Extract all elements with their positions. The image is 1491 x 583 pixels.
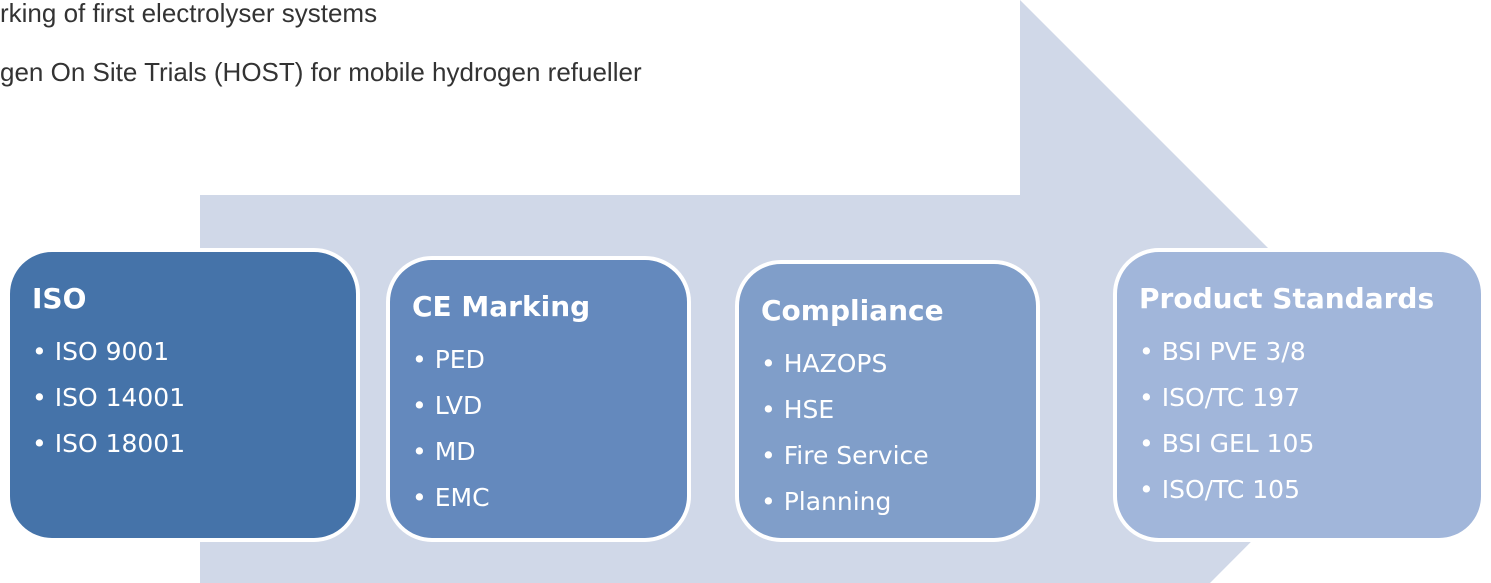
box-title: ISO	[32, 282, 87, 315]
list-item: PED	[412, 337, 687, 383]
box-title: CE Marking	[412, 290, 591, 323]
list-item: EMC	[412, 475, 687, 521]
box-title: Product Standards	[1139, 282, 1435, 315]
category-box: CE Marking PEDLVDMDEMC	[386, 256, 691, 542]
item-list: HAZOPSHSEFire ServicePlanning	[761, 341, 1036, 525]
box-title: Compliance	[761, 294, 944, 327]
item-list: ISO 9001ISO 14001ISO 18001	[32, 329, 356, 467]
list-item: LVD	[412, 383, 687, 429]
list-item: ISO 9001	[32, 329, 356, 375]
category-box: Product Standards BSI PVE 3/8ISO/TC 197BS…	[1113, 248, 1485, 542]
list-item: HAZOPS	[761, 341, 1036, 387]
list-item: ISO 14001	[32, 375, 356, 421]
list-item: Planning	[761, 479, 1036, 525]
list-item: BSI PVE 3/8	[1139, 329, 1481, 375]
list-item: ISO 18001	[32, 421, 356, 467]
intro-line: gen On Site Trials (HOST) for mobile hyd…	[0, 57, 642, 87]
list-item: ISO/TC 197	[1139, 375, 1481, 421]
list-item: MD	[412, 429, 687, 475]
category-box: Compliance HAZOPSHSEFire ServicePlanning	[735, 260, 1040, 542]
item-list: BSI PVE 3/8ISO/TC 197BSI GEL 105ISO/TC 1…	[1139, 329, 1481, 513]
list-item: Fire Service	[761, 433, 1036, 479]
item-list: PEDLVDMDEMC	[412, 337, 687, 521]
category-box: ISO ISO 9001ISO 14001ISO 18001	[6, 248, 360, 542]
list-item: BSI GEL 105	[1139, 421, 1481, 467]
intro-line: rking of first electrolyser systems	[0, 0, 378, 28]
list-item: ISO/TC 105	[1139, 467, 1481, 513]
list-item: HSE	[761, 387, 1036, 433]
